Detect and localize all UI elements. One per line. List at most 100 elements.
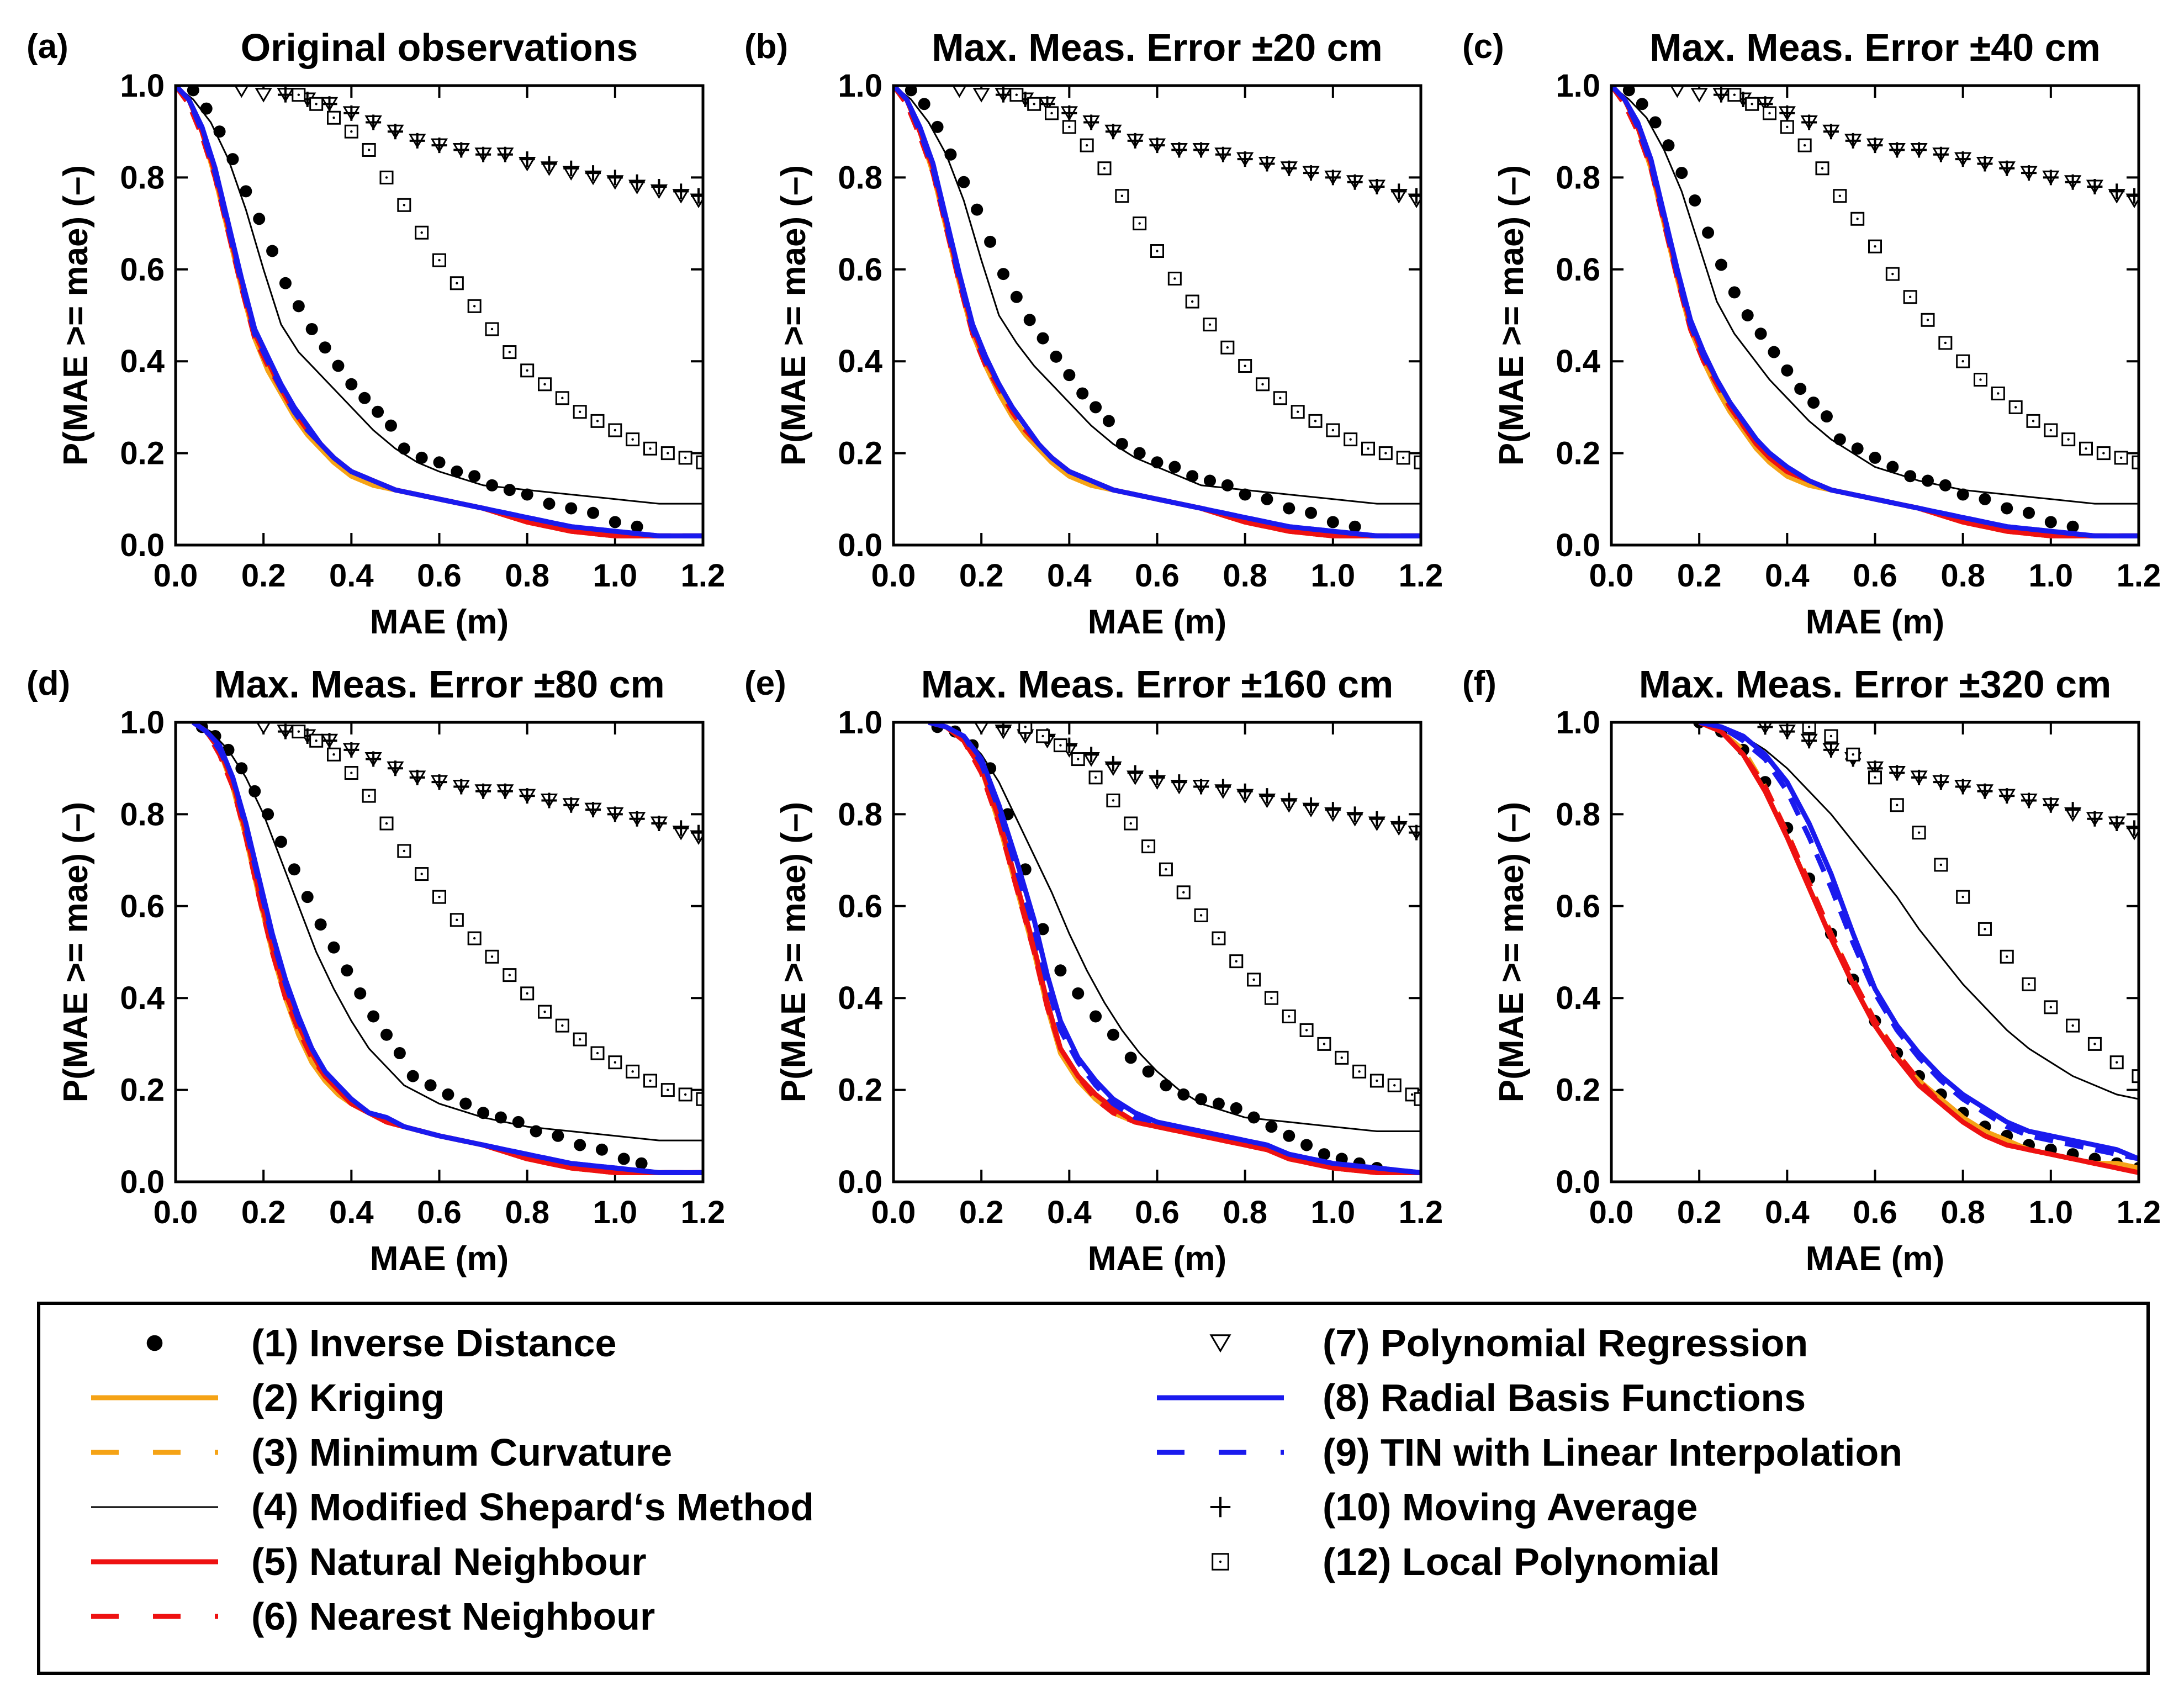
dot-marker — [958, 176, 970, 188]
dot-marker — [459, 1097, 472, 1110]
square-center-dot — [1112, 799, 1115, 802]
dot-marker — [587, 506, 600, 519]
dot-marker — [1230, 1102, 1242, 1114]
y-axis-label: P(MAE >= mae) (–) — [1493, 165, 1531, 466]
plus-marker — [431, 774, 447, 790]
square-center-dot — [1896, 804, 1899, 806]
plot-area — [1611, 86, 2139, 538]
plus-marker — [1215, 146, 1231, 162]
plus-marker — [673, 820, 689, 836]
square-center-dot — [473, 937, 476, 940]
plus-marker — [1757, 722, 1773, 735]
square-center-dot — [1103, 167, 1106, 170]
triangle-marker — [256, 722, 271, 735]
square-center-dot — [631, 1070, 634, 1073]
plus-marker — [541, 792, 557, 808]
x-tick-label: 0.6 — [417, 558, 462, 594]
plus-marker — [1347, 806, 1363, 822]
y-tick-label: 0.8 — [1556, 796, 1600, 832]
square-center-dot — [649, 1079, 652, 1082]
triangle-marker — [952, 86, 967, 98]
dot-marker — [631, 520, 643, 533]
series-s10 — [277, 87, 703, 204]
plus-marker — [1779, 105, 1795, 121]
x-tick-label: 0.6 — [1853, 1195, 1897, 1230]
dot-marker — [1886, 461, 1899, 473]
dot-marker — [1820, 410, 1833, 423]
square-center-dot — [332, 753, 335, 756]
triangle-marker — [255, 88, 272, 103]
square-center-dot — [2102, 452, 2105, 454]
y-tick-label: 1.0 — [838, 705, 882, 741]
dot-marker — [1050, 350, 1062, 363]
plus-marker — [629, 811, 645, 827]
y-tick-label: 0.0 — [120, 1164, 165, 1200]
dot-marker — [1662, 139, 1675, 152]
series-s12 — [292, 725, 703, 1106]
plus-marker — [1409, 188, 1421, 204]
square-center-dot — [2032, 420, 2035, 422]
square-center-dot — [1138, 222, 1141, 225]
series-s6 — [1698, 722, 2139, 1175]
square-marker — [2132, 455, 2139, 469]
square-center-dot — [543, 383, 546, 385]
plus-marker — [1127, 133, 1143, 149]
plot-area — [893, 86, 1421, 538]
plus-marker — [1237, 151, 1253, 167]
series-line-s9 — [176, 86, 703, 538]
plus-marker — [1999, 788, 2015, 804]
dot-marker — [2023, 506, 2035, 519]
legend-entry-s4: (4) Modified Shepard‘s Method — [91, 1486, 814, 1529]
plus-marker — [585, 165, 601, 181]
y-tick-label: 1.0 — [1556, 68, 1600, 104]
square-center-dot — [1147, 845, 1150, 848]
plot-frame — [1610, 721, 2140, 1183]
square-center-dot — [297, 730, 300, 733]
dot-marker — [406, 1070, 419, 1082]
square-center-dot — [1165, 868, 1167, 871]
legend-entry-s1: (1) Inverse Distance — [146, 1322, 616, 1365]
plot-area — [192, 722, 703, 1175]
dot-marker — [1768, 346, 1780, 358]
square-center-dot — [1821, 167, 1824, 170]
dot-marker — [2066, 520, 2079, 533]
y-tick-label: 1.0 — [120, 68, 165, 104]
x-tick-label: 0.0 — [154, 1195, 198, 1230]
square-center-dot — [684, 1093, 687, 1096]
plus-marker — [453, 779, 469, 795]
square-center-dot — [438, 258, 441, 262]
dot-marker — [1261, 493, 1273, 505]
chart-panel-f: (f) Max. Meas. Error ±320 cm 0.0 0.2 0.4 0.6 0… — [1462, 663, 2161, 1278]
square-center-dot — [543, 1010, 546, 1013]
panel-title: Original observations — [241, 26, 638, 69]
plus-marker — [1369, 179, 1385, 195]
square-center-dot — [1384, 452, 1387, 454]
x-tick-label: 0.2 — [241, 558, 286, 594]
plus-marker — [497, 783, 513, 799]
dot-marker — [574, 1139, 586, 1151]
dot-marker — [1956, 488, 1969, 501]
plus-marker — [995, 722, 1011, 735]
dot-marker — [1754, 327, 1767, 340]
x-tick-label: 0.2 — [241, 1195, 286, 1230]
dot-marker — [1741, 309, 1754, 321]
square-center-dot — [1979, 378, 1982, 381]
x-tick-label: 0.2 — [959, 1195, 1004, 1230]
dot-marker — [354, 987, 367, 1000]
square-center-dot — [350, 771, 353, 774]
legend-entry-s12: (12) Local Polynomial — [1212, 1540, 1720, 1583]
plus-marker — [1779, 723, 1795, 739]
x-tick-label: 0.0 — [871, 1195, 916, 1230]
dot-marker — [253, 213, 266, 225]
plus-marker — [2087, 179, 2103, 195]
square-center-dot — [2071, 1024, 2074, 1027]
x-tick-label: 1.0 — [593, 1195, 638, 1230]
x-tick-label: 0.8 — [1940, 558, 1985, 594]
series-line-s6 — [176, 86, 703, 538]
plus-marker — [1911, 769, 1927, 785]
series-s4 — [1699, 722, 2139, 1100]
series-s1 — [195, 722, 648, 1170]
legend-frame — [37, 1302, 2150, 1675]
dot-marker — [1204, 474, 1216, 487]
chart-panel-d: (d) Max. Meas. Error ±80 cm 0.0 0.2 0.4 0.6 0.… — [27, 663, 725, 1278]
